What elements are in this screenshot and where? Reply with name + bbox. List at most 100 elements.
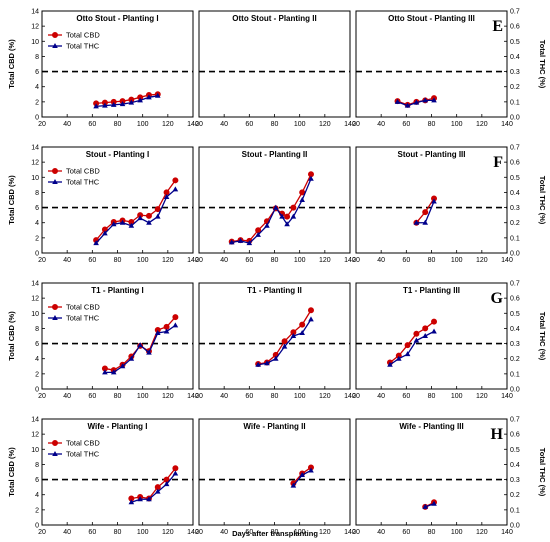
x-tick-label: 120 bbox=[319, 393, 331, 400]
legend: Total CBD Total THC bbox=[48, 167, 100, 187]
x-tick-label: 60 bbox=[88, 393, 96, 400]
x-tick-label: 140 bbox=[187, 257, 199, 264]
thc-data-point bbox=[137, 496, 143, 502]
legend-cbd-label: Total CBD bbox=[66, 31, 100, 40]
y2-tick-label: 0.6 bbox=[510, 432, 520, 439]
y2-tick-label: 0.5 bbox=[510, 175, 520, 182]
x-tick-label: 140 bbox=[501, 257, 513, 264]
plot-frame bbox=[355, 10, 508, 118]
thc-data-point bbox=[110, 369, 117, 375]
legend-cbd-label: Total CBD bbox=[66, 439, 100, 448]
y-tick-label: 6 bbox=[35, 477, 39, 484]
plot-frame bbox=[198, 146, 351, 254]
cbd-data-point bbox=[154, 206, 161, 213]
x-tick-label: 40 bbox=[377, 257, 385, 264]
y-tick-label: 0 bbox=[35, 251, 39, 258]
thc-data-point bbox=[299, 472, 305, 478]
y2-tick-label: 0.2 bbox=[510, 492, 520, 499]
cbd-data-point bbox=[172, 465, 179, 472]
x-tick-label: 20 bbox=[38, 393, 46, 400]
y-tick-label: 14 bbox=[31, 417, 39, 424]
thc-data-point bbox=[146, 496, 152, 502]
thc-data-point bbox=[119, 219, 126, 225]
y-tick-label: 10 bbox=[31, 311, 39, 318]
y-tick-label: 4 bbox=[35, 492, 39, 499]
panel-1-2: Stout - Planting III 20 40 60 80 100 120 1400.0… bbox=[352, 145, 547, 265]
thc-data-point bbox=[264, 360, 270, 366]
cbd-series-line bbox=[95, 179, 176, 241]
x-tick-label: 100 bbox=[451, 257, 463, 264]
y-tick-label: 6 bbox=[35, 341, 39, 348]
panel-title: Wife - Planting II bbox=[243, 422, 305, 431]
y2-tick-label: 0.7 bbox=[510, 281, 520, 288]
y2-axis-title: Total THC (%) bbox=[538, 448, 547, 497]
x-tick-label: 80 bbox=[114, 529, 122, 536]
thc-data-point bbox=[299, 197, 305, 202]
y2-tick-label: 0.2 bbox=[510, 356, 520, 363]
x-tick-label: 100 bbox=[294, 121, 306, 128]
thc-data-point bbox=[413, 337, 420, 343]
x-tick-label: 60 bbox=[88, 529, 96, 536]
y2-axis-title: Total THC (%) bbox=[538, 176, 547, 225]
x-tick-label: 40 bbox=[220, 121, 228, 128]
x-tick-label: 80 bbox=[428, 257, 436, 264]
y-tick-label: 14 bbox=[31, 145, 39, 152]
panel-3-0: Wife - Planting I 20 40 60 80 100 120 140 0 2 4 6 8 1… bbox=[7, 417, 199, 537]
x-tick-label: 60 bbox=[88, 121, 96, 128]
thc-data-point bbox=[93, 240, 99, 246]
x-tick-label: 140 bbox=[187, 529, 199, 536]
panel-2-1: T1 - Planting II 20 40 60 80 100 120 140 bbox=[195, 282, 356, 400]
thc-data-point bbox=[172, 470, 179, 476]
y2-tick-label: 0.1 bbox=[510, 507, 520, 514]
cbd-data-point bbox=[413, 330, 420, 337]
thc-data-point bbox=[308, 316, 314, 322]
panel-title: Otto Stout - Planting II bbox=[232, 14, 316, 23]
thc-data-point bbox=[308, 467, 314, 473]
y-axis-title: Total CBD (%) bbox=[7, 175, 16, 225]
x-tick-label: 120 bbox=[476, 121, 488, 128]
cbd-data-point bbox=[145, 212, 152, 219]
x-tick-label: 140 bbox=[501, 529, 513, 536]
x-tick-label: 20 bbox=[38, 121, 46, 128]
thc-data-point bbox=[394, 98, 401, 104]
thc-data-point bbox=[387, 361, 393, 367]
thc-data-point bbox=[246, 240, 253, 246]
x-tick-label: 20 bbox=[38, 257, 46, 264]
x-tick-label: 140 bbox=[187, 121, 199, 128]
legend: Total CBD Total THC bbox=[48, 303, 100, 323]
panel-title: Otto Stout - Planting III bbox=[388, 14, 475, 23]
legend-cbd-marker bbox=[52, 304, 58, 310]
panel-1-1: Stout - Planting II 20 40 60 80 100 120 140 bbox=[195, 146, 356, 264]
x-tick-label: 40 bbox=[63, 257, 71, 264]
y2-tick-label: 0.3 bbox=[510, 205, 520, 212]
x-tick-label: 100 bbox=[137, 257, 149, 264]
y2-tick-label: 0.6 bbox=[510, 296, 520, 303]
x-tick-label: 140 bbox=[501, 121, 513, 128]
x-tick-label: 100 bbox=[451, 393, 463, 400]
row-label: H bbox=[491, 426, 504, 443]
legend: Total CBD Total THC bbox=[48, 439, 100, 459]
y2-tick-label: 0.4 bbox=[510, 190, 520, 197]
y-tick-label: 6 bbox=[35, 205, 39, 212]
y-tick-label: 4 bbox=[35, 84, 39, 91]
x-tick-label: 140 bbox=[344, 257, 356, 264]
panel-2-0: T1 - Planting I 20 40 60 80 100 120 140 0 2 4 6 8 10 1… bbox=[7, 281, 199, 401]
thc-data-point bbox=[146, 94, 152, 100]
y-tick-label: 2 bbox=[35, 371, 39, 378]
y-tick-label: 0 bbox=[35, 523, 39, 530]
panel-0-2: Otto Stout - Planting III 20 40 60 80 100 120 1… bbox=[352, 9, 547, 129]
thc-data-point bbox=[290, 482, 297, 488]
thc-data-point bbox=[431, 198, 437, 204]
y-tick-label: 12 bbox=[31, 296, 39, 303]
thc-data-point bbox=[137, 215, 143, 221]
y-tick-label: 14 bbox=[31, 281, 39, 288]
cbd-data-point bbox=[404, 342, 411, 349]
y2-tick-label: 0.4 bbox=[510, 54, 520, 61]
plot-frame bbox=[41, 282, 194, 390]
panel-title: T1 - Planting III bbox=[403, 286, 460, 295]
thc-data-point bbox=[272, 204, 279, 210]
x-tick-label: 60 bbox=[402, 257, 410, 264]
y-tick-label: 10 bbox=[31, 447, 39, 454]
x-tick-label: 80 bbox=[271, 393, 279, 400]
thc-data-point bbox=[154, 329, 161, 335]
